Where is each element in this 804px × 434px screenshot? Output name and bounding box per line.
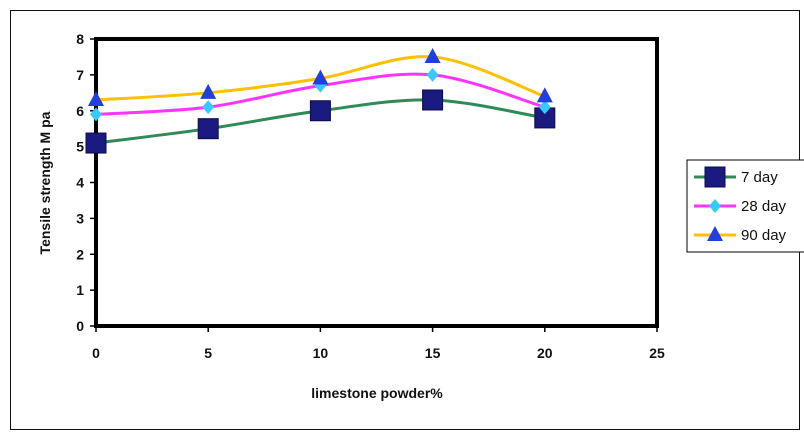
- x-axis-title: limestone powder%: [311, 385, 443, 401]
- y-tick-label: 8: [76, 31, 84, 47]
- legend-item: 7 day: [694, 166, 778, 188]
- legend-diamond-marker: [709, 199, 721, 213]
- legend-item: 90 day: [694, 226, 787, 244]
- x-tick-label: 10: [313, 345, 329, 361]
- diamond-marker: [90, 107, 102, 122]
- y-tick-label: 0: [76, 318, 84, 334]
- y-tick-label: 5: [76, 139, 84, 155]
- y-tick-label: 7: [76, 67, 84, 83]
- triangle-marker: [424, 47, 441, 63]
- legend-triangle-marker: [707, 226, 723, 241]
- triangle-marker: [88, 90, 104, 106]
- y-tick-label: 2: [76, 246, 84, 262]
- triangle-marker: [200, 83, 217, 99]
- x-tick-label: 15: [425, 345, 441, 361]
- x-tick-label: 25: [649, 345, 665, 361]
- legend-label: 7 day: [741, 169, 778, 186]
- y-tick-label: 3: [76, 210, 84, 226]
- y-tick-label: 1: [76, 282, 84, 298]
- y-tick-label: 6: [76, 103, 84, 119]
- x-tick-label: 20: [537, 345, 553, 361]
- series-0: [85, 89, 556, 154]
- x-tick-label: 0: [92, 345, 100, 361]
- square-marker: [85, 132, 107, 154]
- triangle-marker: [312, 69, 329, 85]
- square-marker: [309, 100, 331, 122]
- y-tick-label: 4: [76, 175, 84, 191]
- diamond-marker: [426, 67, 439, 82]
- legend: 7 day 28 day 90 day: [686, 159, 804, 253]
- series-layer: [85, 47, 556, 154]
- series-1: [90, 67, 551, 122]
- square-marker: [422, 89, 444, 111]
- legend-item: 28 day: [694, 198, 787, 215]
- square-marker: [197, 118, 219, 140]
- legend-label: 90 day: [741, 227, 787, 244]
- y-axis: 0 1 2 3 4 5 6 7 8: [76, 31, 96, 334]
- x-axis: 0 5 10 15 20 25: [92, 326, 665, 361]
- triangle-marker: [536, 87, 553, 103]
- diamond-marker: [538, 100, 551, 115]
- legend-label: 28 day: [741, 198, 787, 215]
- diamond-marker: [202, 100, 215, 115]
- x-tick-label: 5: [204, 345, 212, 361]
- y-axis-title: Tensile strength M pa: [37, 111, 53, 254]
- series-2: [88, 47, 553, 106]
- legend-square-marker: [704, 166, 726, 188]
- plot-area: [94, 37, 659, 328]
